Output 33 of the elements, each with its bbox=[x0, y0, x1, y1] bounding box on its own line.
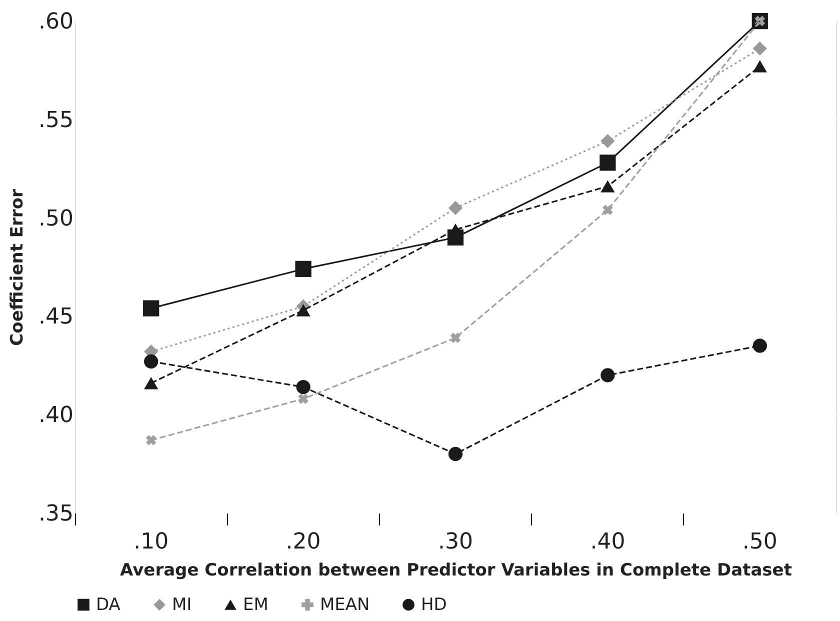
point bbox=[146, 434, 156, 446]
x-tick-label: .20 bbox=[286, 530, 321, 554]
y-tick-label: .40 bbox=[38, 403, 74, 428]
point bbox=[296, 304, 310, 316]
legend-label: EM bbox=[243, 594, 268, 615]
legend-label: MI bbox=[172, 594, 192, 615]
legend-label: DA bbox=[96, 594, 121, 615]
x-tick-label: .50 bbox=[742, 530, 778, 554]
y-tick-label: .55 bbox=[38, 108, 74, 133]
point bbox=[752, 60, 767, 72]
legend-label: MEAN bbox=[320, 594, 370, 615]
y-tick-label: .50 bbox=[38, 206, 74, 232]
y-tick-label: .45 bbox=[38, 304, 74, 330]
point bbox=[600, 180, 615, 192]
x-tick-label: .10 bbox=[134, 530, 169, 554]
point bbox=[752, 41, 767, 56]
point bbox=[600, 154, 616, 171]
y-tick-label: .60 bbox=[38, 10, 74, 34]
point bbox=[296, 380, 310, 394]
point bbox=[448, 446, 463, 462]
point bbox=[144, 376, 158, 390]
point bbox=[448, 200, 463, 216]
point bbox=[144, 354, 158, 369]
x-axis-title: Average Correlation between Predictor Variables in Complete Dataset bbox=[120, 560, 792, 580]
legend-label: HD bbox=[421, 594, 447, 615]
point bbox=[600, 134, 615, 148]
point bbox=[295, 260, 312, 278]
x-tick-label: .40 bbox=[590, 530, 626, 554]
x-tick-label: .30 bbox=[438, 530, 473, 554]
y-tick-label: .35 bbox=[38, 502, 74, 526]
point bbox=[752, 338, 767, 353]
point bbox=[143, 300, 160, 316]
y-axis-title: Coefficient Error bbox=[8, 188, 28, 346]
